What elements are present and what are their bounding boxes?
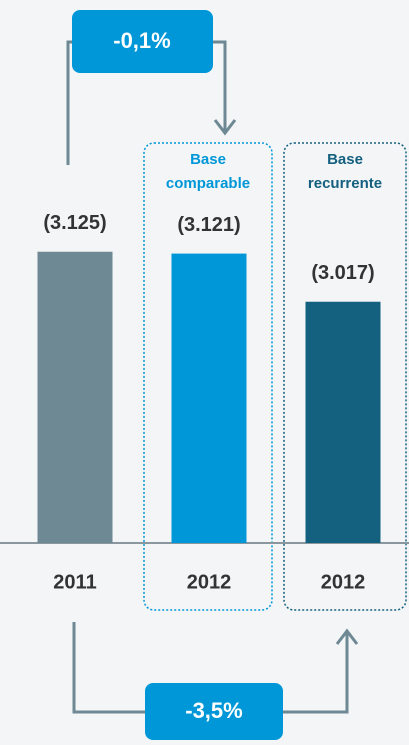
annotation-box [145,683,283,740]
value-label: (3.017) [311,262,374,284]
group-label: Base recurrente [307,151,383,192]
group-label: Base comparable [165,151,251,192]
bar [37,251,113,544]
bar [171,253,247,543]
x-tick-label: 2011 [53,571,96,593]
group-box [143,142,273,611]
annotation-box [72,10,213,73]
group-box [283,142,407,611]
annotation: -3,5% [185,698,242,723]
value-label: (3.121) [177,214,240,236]
annotation: -0,1% [113,28,170,53]
x-tick-label: 2012 [187,571,232,593]
bar [305,301,381,543]
value-label: (3.125) [43,212,106,234]
x-tick-label: 2012 [321,571,366,593]
